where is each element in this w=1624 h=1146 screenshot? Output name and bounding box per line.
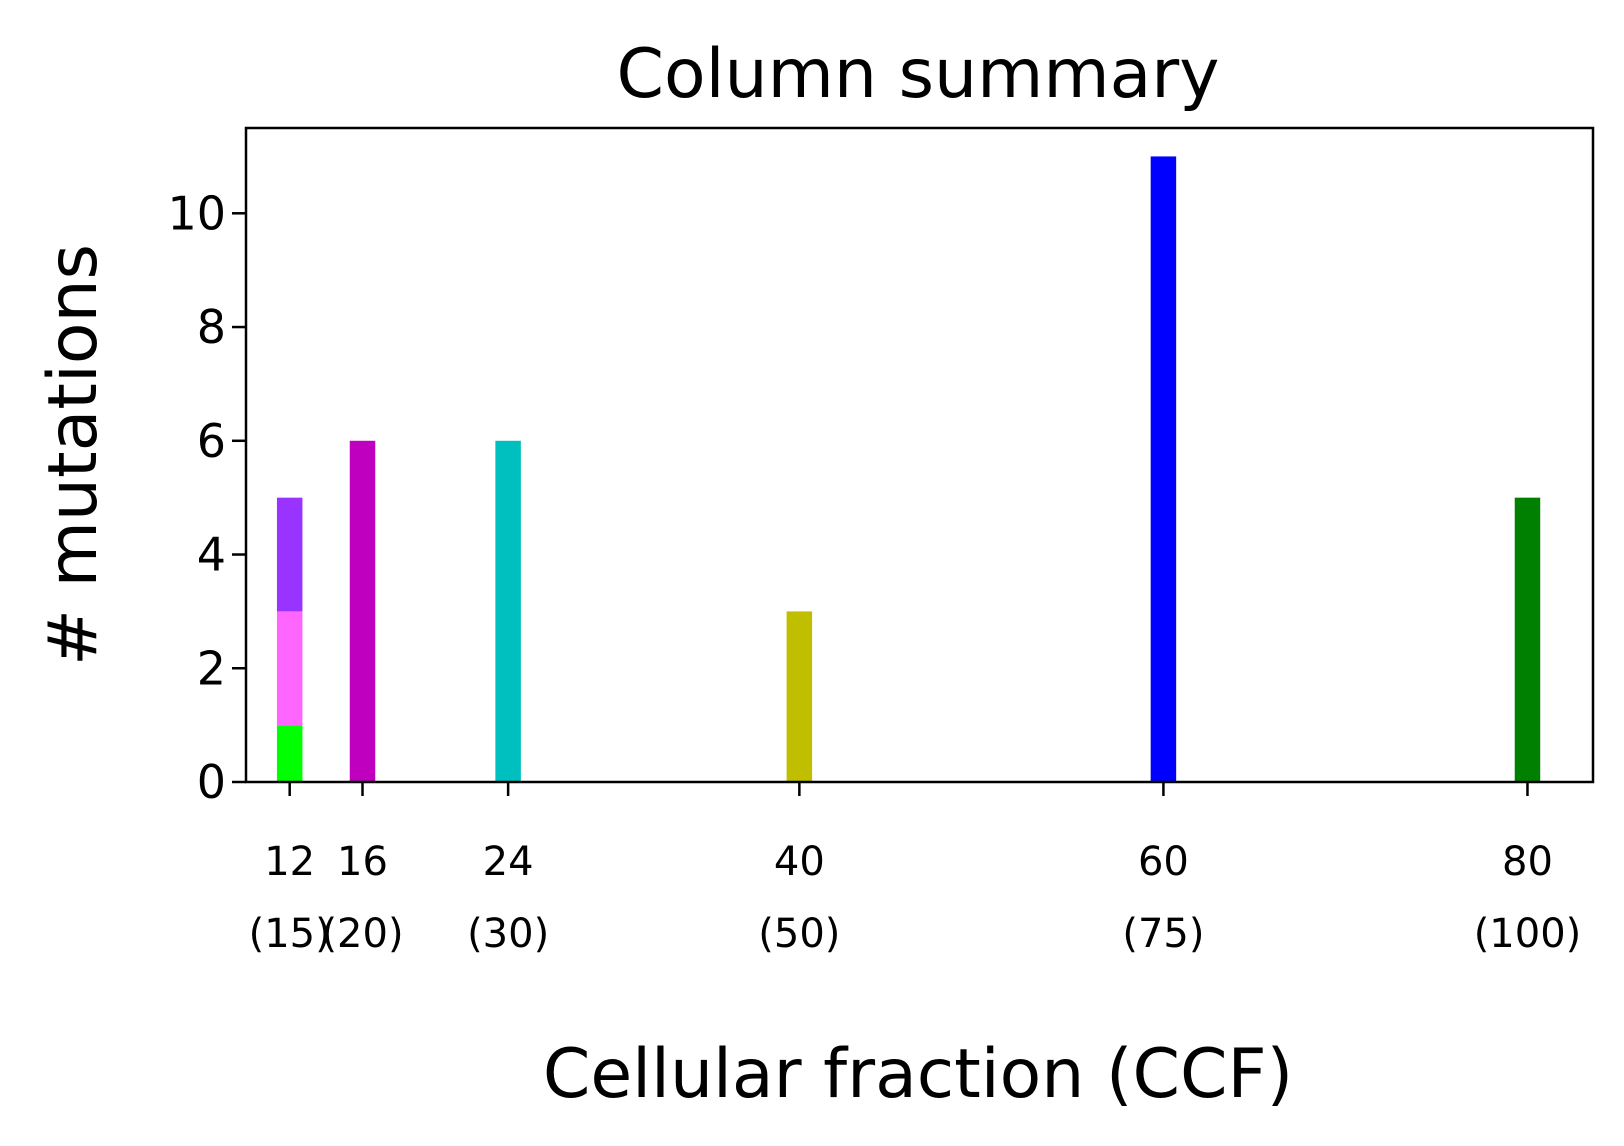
bar-12-segment-1 (276, 611, 303, 726)
x-tick-label-80: 80 (1502, 839, 1553, 885)
x-tick-label-40: 40 (774, 839, 825, 885)
x-tick-sublabel-40: (50) (758, 911, 840, 957)
y-tick-label-8: 8 (197, 300, 226, 354)
x-tick-sublabel-24: (30) (467, 911, 549, 957)
bar-12-segment-0 (276, 725, 303, 782)
y-tick-label-10: 10 (167, 186, 226, 240)
y-axis-label: # mutations (34, 244, 113, 666)
bar-12-segment-2 (276, 497, 303, 612)
bar-24-segment-0 (495, 440, 521, 782)
x-tick-label-24: 24 (483, 839, 534, 885)
x-axis-label: Cellular fraction (CCF) (543, 1035, 1293, 1114)
x-tick-sublabel-80: (100) (1474, 911, 1582, 957)
x-tick-sublabel-60: (75) (1122, 911, 1204, 957)
plot-frame (244, 126, 1595, 784)
bars-group (276, 156, 1541, 782)
x-axis-ticks: 12 (15)16 (20) 24 (30) 40 (50) 60 (75) 80 (100) (249, 782, 1582, 957)
bar-40-segment-0 (786, 611, 813, 782)
bar-60-segment-0 (1150, 156, 1177, 782)
x-tick-sublabel-16: (20) (321, 911, 403, 957)
y-tick-label-4: 4 (197, 528, 226, 582)
y-axis-ticks: 0 2 4 6 8 10 (167, 186, 246, 809)
bar-80-segment-0 (1514, 497, 1541, 782)
x-tick-label-16: 16 (337, 839, 388, 885)
chart-title: Column summary (617, 35, 1220, 114)
y-tick-label-0: 0 (197, 755, 226, 809)
y-tick-label-2: 2 (197, 641, 226, 695)
x-tick-label-60: 60 (1138, 839, 1189, 885)
x-tick-sublabel-12: (15) (249, 911, 331, 957)
bar-16-segment-0 (349, 440, 376, 782)
y-tick-label-6: 6 (197, 414, 226, 468)
x-tick-label-12: 12 (264, 839, 315, 885)
